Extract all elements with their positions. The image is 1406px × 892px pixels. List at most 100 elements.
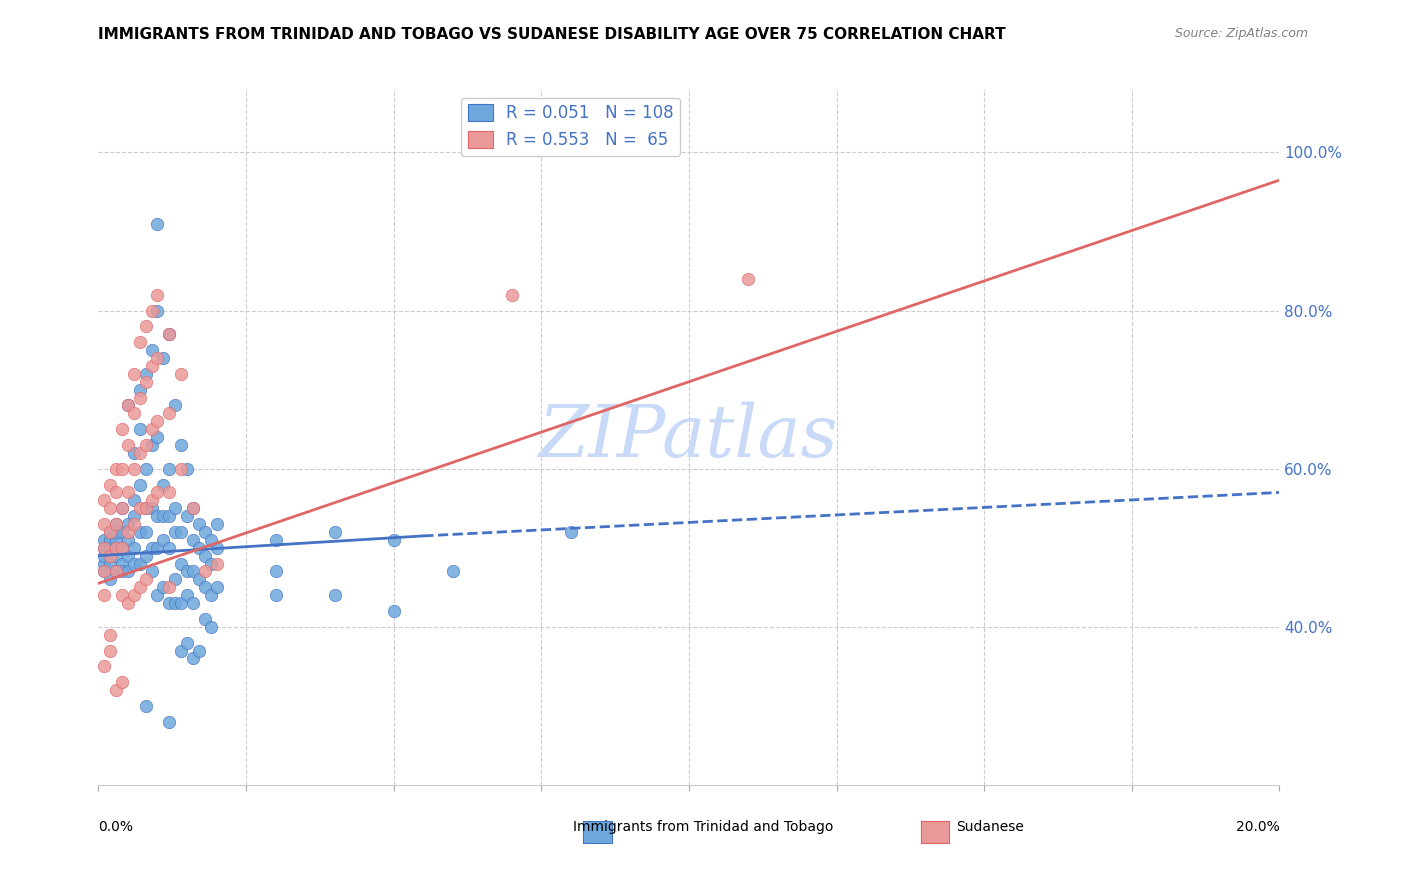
Point — [98, 643, 121, 657]
Point — [176, 509, 198, 524]
Point — [165, 573, 187, 587]
Point — [157, 327, 180, 342]
Point — [111, 501, 134, 516]
Point — [105, 461, 128, 475]
Point — [105, 565, 128, 579]
Point — [194, 565, 217, 579]
Point — [194, 549, 217, 563]
Point — [98, 549, 121, 563]
Point — [117, 438, 139, 452]
Point — [176, 461, 198, 475]
Point — [157, 327, 180, 342]
Point — [146, 485, 169, 500]
Point — [187, 517, 209, 532]
Point — [157, 509, 180, 524]
Point — [200, 557, 222, 571]
Point — [170, 367, 193, 381]
Point — [117, 533, 139, 547]
Point — [141, 438, 163, 452]
Text: ZIPatlas: ZIPatlas — [538, 401, 839, 473]
Point — [105, 541, 128, 555]
Point — [98, 524, 121, 539]
Point — [93, 659, 115, 673]
Point — [117, 399, 139, 413]
Point — [205, 541, 228, 555]
Point — [141, 343, 163, 358]
Point — [105, 517, 128, 532]
Point — [93, 557, 115, 571]
Point — [501, 287, 523, 301]
Point — [157, 485, 180, 500]
Point — [200, 620, 222, 634]
Point — [93, 541, 115, 555]
Point — [170, 438, 193, 452]
Point — [181, 651, 204, 665]
Point — [122, 509, 145, 524]
Point — [205, 517, 228, 532]
Point — [194, 580, 217, 594]
Point — [93, 565, 115, 579]
Point — [737, 272, 759, 286]
Point — [146, 430, 169, 444]
Point — [122, 493, 145, 508]
Point — [93, 541, 115, 555]
Text: Immigrants from Trinidad and Tobago: Immigrants from Trinidad and Tobago — [572, 820, 834, 834]
Point — [170, 461, 193, 475]
Point — [122, 446, 145, 460]
Point — [146, 303, 169, 318]
Point — [111, 675, 134, 690]
Point — [264, 533, 287, 547]
Point — [200, 533, 222, 547]
Point — [135, 524, 157, 539]
Point — [122, 406, 145, 420]
Point — [135, 501, 157, 516]
Point — [135, 375, 157, 389]
Point — [111, 501, 134, 516]
Point — [176, 635, 198, 649]
Point — [146, 217, 169, 231]
Point — [176, 588, 198, 602]
Point — [98, 501, 121, 516]
Point — [157, 406, 180, 420]
Point — [122, 367, 145, 381]
Point — [117, 399, 139, 413]
Point — [382, 533, 405, 547]
Point — [194, 612, 217, 626]
Point — [105, 524, 128, 539]
Point — [157, 580, 180, 594]
Point — [117, 524, 139, 539]
Point — [146, 541, 169, 555]
Point — [181, 501, 204, 516]
Point — [141, 501, 163, 516]
Point — [93, 517, 115, 532]
Point — [98, 533, 121, 547]
Point — [141, 565, 163, 579]
Point — [98, 524, 121, 539]
Point — [93, 565, 115, 579]
Point — [111, 557, 134, 571]
Point — [170, 557, 193, 571]
Point — [181, 533, 204, 547]
Point — [141, 303, 163, 318]
Point — [323, 524, 346, 539]
Point — [441, 565, 464, 579]
Point — [122, 541, 145, 555]
Point — [146, 351, 169, 365]
Point — [117, 596, 139, 610]
Point — [157, 596, 180, 610]
Point — [117, 517, 139, 532]
Point — [181, 501, 204, 516]
Point — [264, 588, 287, 602]
Point — [128, 501, 150, 516]
Point — [105, 533, 128, 547]
Point — [135, 698, 157, 713]
Point — [111, 524, 134, 539]
Point — [111, 541, 134, 555]
Point — [105, 517, 128, 532]
Point — [165, 524, 187, 539]
Point — [135, 549, 157, 563]
Text: IMMIGRANTS FROM TRINIDAD AND TOBAGO VS SUDANESE DISABILITY AGE OVER 75 CORRELATI: IMMIGRANTS FROM TRINIDAD AND TOBAGO VS S… — [98, 27, 1007, 42]
Point — [111, 422, 134, 436]
Point — [105, 683, 128, 698]
Point — [93, 533, 115, 547]
